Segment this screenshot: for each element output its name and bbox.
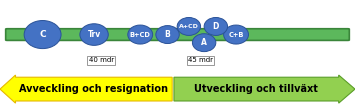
Text: Trv: Trv [87,30,101,39]
Ellipse shape [156,26,179,44]
Polygon shape [174,75,355,103]
Text: A+CD: A+CD [179,24,199,29]
Text: Avveckling och resignation: Avveckling och resignation [19,84,168,94]
Ellipse shape [128,25,153,44]
Ellipse shape [224,25,248,44]
Text: A: A [201,38,207,47]
Text: C: C [39,30,46,39]
Text: D: D [213,22,219,31]
Ellipse shape [192,34,216,52]
Text: 40 mdr: 40 mdr [89,57,114,64]
Text: B+CD: B+CD [130,32,151,38]
Ellipse shape [177,17,201,35]
FancyBboxPatch shape [6,29,349,40]
Ellipse shape [80,24,108,45]
Polygon shape [0,75,172,103]
Text: 45 mdr: 45 mdr [188,57,213,64]
Text: Utveckling och tillväxt: Utveckling och tillväxt [195,84,318,94]
Ellipse shape [24,21,61,49]
Text: B: B [165,30,170,39]
Text: C+B: C+B [228,32,244,38]
Ellipse shape [204,17,228,35]
